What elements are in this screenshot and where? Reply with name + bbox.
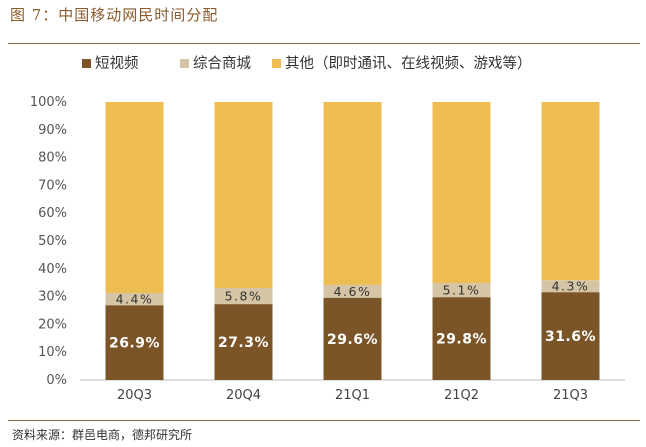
bar-segment-1-20Q3 — [105, 305, 164, 380]
bar-segment-2-21Q2 — [432, 282, 491, 298]
bar-segment-3-21Q1 — [323, 102, 382, 285]
bar-segment-1-21Q2 — [432, 297, 491, 380]
y-tick-label: 40% — [38, 262, 67, 277]
y-tick-label: 20% — [38, 317, 67, 332]
data-label: 5.1% — [443, 283, 481, 298]
x-tick-label: 20Q4 — [226, 388, 261, 403]
y-tick-label: 30% — [38, 290, 67, 305]
y-tick-label: 0% — [46, 373, 67, 388]
data-label: 26.9% — [109, 336, 160, 352]
bar-segment-2-21Q3 — [541, 280, 600, 293]
legend-label: 短视频 — [95, 55, 139, 72]
legend-swatch — [180, 59, 189, 68]
data-label: 29.6% — [327, 332, 378, 348]
x-tick-label: 21Q1 — [335, 388, 370, 403]
y-tick-label: 60% — [38, 206, 67, 221]
data-label: 4.3% — [552, 279, 590, 294]
data-label: 4.6% — [334, 284, 372, 299]
bar-segment-3-20Q4 — [214, 102, 273, 288]
bar-segment-2-21Q1 — [323, 284, 382, 298]
bar-segment-3-21Q3 — [541, 102, 600, 281]
legend-swatch — [272, 59, 281, 68]
y-tick-label: 70% — [38, 178, 67, 193]
legend-label: 其他（即时通讯、在线视频、游戏等） — [285, 54, 532, 72]
data-label: 5.8% — [225, 289, 263, 304]
bar-segment-1-21Q3 — [541, 292, 600, 380]
data-label: 29.8% — [436, 332, 487, 348]
bar-segment-3-20Q3 — [105, 102, 164, 293]
x-tick-label: 21Q3 — [553, 388, 588, 403]
bar-segment-3-21Q2 — [432, 102, 491, 283]
bar-segment-2-20Q4 — [214, 287, 273, 305]
y-tick-label: 10% — [38, 345, 67, 360]
y-tick-label: 80% — [38, 151, 67, 166]
data-label: 27.3% — [218, 335, 269, 351]
y-tick-label: 100% — [30, 95, 67, 110]
x-tick-label: 20Q3 — [117, 388, 152, 403]
data-label: 4.4% — [116, 292, 154, 307]
bar-segment-2-20Q3 — [105, 292, 164, 306]
y-tick-label: 90% — [38, 123, 67, 138]
title-rule — [8, 43, 640, 44]
data-label: 31.6% — [545, 329, 596, 345]
source-rule — [8, 420, 640, 421]
y-tick-label: 50% — [38, 234, 67, 249]
source-note: 资料来源：群邑电商，德邦研究所 — [12, 428, 193, 442]
figure-title: 图 7：中国移动网民时间分配 — [10, 6, 219, 24]
legend-swatch — [82, 59, 91, 68]
bar-segment-1-21Q1 — [323, 297, 382, 380]
legend-label: 综合商城 — [193, 55, 251, 72]
bar-segment-1-20Q4 — [214, 304, 273, 380]
x-tick-label: 21Q2 — [444, 388, 479, 403]
